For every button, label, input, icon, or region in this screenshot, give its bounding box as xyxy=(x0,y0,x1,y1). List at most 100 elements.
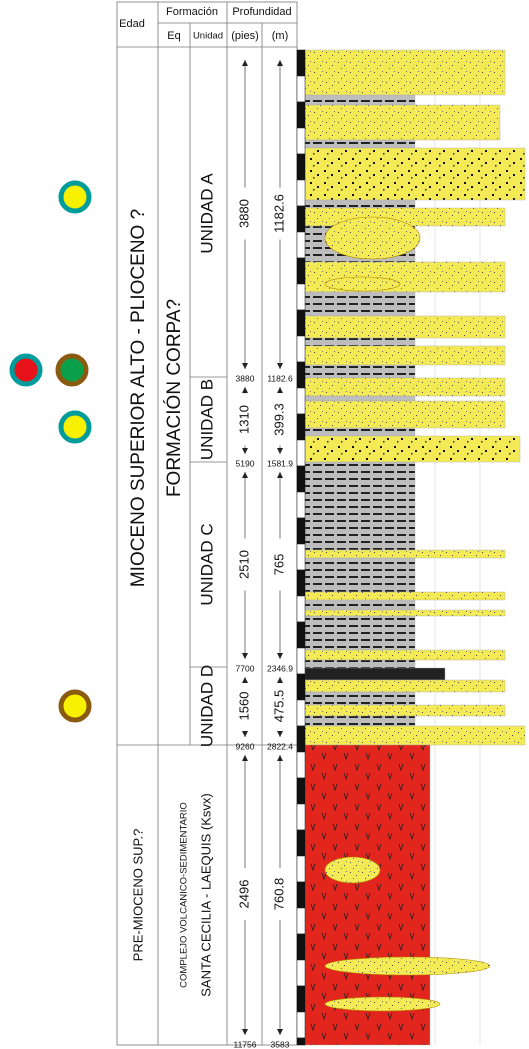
header-pies: (pies) xyxy=(231,30,259,42)
boundary-depth: 9260 xyxy=(236,741,255,751)
bed xyxy=(305,436,520,462)
scale-bar xyxy=(297,596,305,622)
boundary-depth: 2822.4 xyxy=(267,741,293,751)
formation-label: FORMACIÓN CORPA? xyxy=(163,299,185,497)
scale-bar xyxy=(297,440,305,466)
thickness-label: 475.5 xyxy=(271,690,286,723)
boundary-depth: 3880 xyxy=(236,373,255,383)
boundary-depth: 2346.9 xyxy=(267,663,293,673)
bed xyxy=(305,396,415,401)
sand-lens xyxy=(325,217,420,259)
scale-bar xyxy=(297,102,305,128)
scale-bar xyxy=(297,960,305,986)
formation-label: SANTA CECILIA - LAEQUIS (Ksvx) xyxy=(198,793,213,996)
bed xyxy=(305,346,505,365)
unit-label: UNIDAD D xyxy=(197,665,216,747)
scale-bar xyxy=(297,388,305,414)
bed xyxy=(305,95,415,105)
scale-bar xyxy=(297,700,305,726)
bed xyxy=(305,668,445,680)
thickness-label: 2510 xyxy=(236,550,251,579)
scale-bar xyxy=(297,622,305,648)
bed xyxy=(305,610,505,616)
bed xyxy=(305,558,415,592)
bed xyxy=(305,292,415,316)
thickness-label: 1560 xyxy=(236,692,251,721)
boundary-depth: 11756 xyxy=(233,1039,256,1049)
thickness-label: 2496 xyxy=(236,880,251,909)
bed xyxy=(305,105,500,140)
scale-bar xyxy=(297,518,305,544)
scale-bar xyxy=(297,778,305,804)
bed xyxy=(305,716,415,726)
thickness-label: 3880 xyxy=(236,199,251,228)
scale-bar xyxy=(297,492,305,518)
bed xyxy=(305,616,415,650)
thickness-label: 760.8 xyxy=(271,878,286,911)
scale-bar xyxy=(297,544,305,570)
scale-bar xyxy=(297,908,305,934)
bed xyxy=(305,148,525,200)
bed xyxy=(305,680,505,692)
thickness-label: 765 xyxy=(271,554,286,576)
bed xyxy=(305,550,505,558)
unit-label: UNIDAD C xyxy=(197,523,216,605)
boundary-depth: 7700 xyxy=(236,663,255,673)
scale-bar xyxy=(297,1038,305,1045)
bed xyxy=(305,401,505,428)
thickness-label: 1310 xyxy=(236,405,251,434)
scale-bar xyxy=(297,128,305,154)
sand-lens xyxy=(325,997,440,1011)
header-unidad: Unidad xyxy=(193,31,223,42)
scale-bar xyxy=(297,310,305,336)
scale-bar xyxy=(297,726,305,752)
bed xyxy=(305,726,525,745)
bed xyxy=(305,378,505,396)
stratigraphic-column: Edad Formación Profundidad Eq Unidad (pi… xyxy=(0,0,529,1049)
thickness-label: 399.3 xyxy=(271,403,286,436)
bed xyxy=(305,428,415,436)
thickness-label: 1182.6 xyxy=(271,194,286,233)
scale-bar xyxy=(297,206,305,232)
scale-bar xyxy=(297,674,305,700)
bed xyxy=(305,462,415,550)
scale-bar xyxy=(297,154,305,180)
scale-bar xyxy=(297,180,305,206)
scale-bar xyxy=(297,76,305,102)
bed xyxy=(305,600,415,610)
scale-bar xyxy=(297,362,305,388)
age-label: PRE-MIOCENO SUP.? xyxy=(130,829,145,962)
unit-label: UNIDAD B xyxy=(197,379,216,460)
bed xyxy=(305,660,415,668)
scale-bar xyxy=(297,830,305,856)
scale-bar xyxy=(297,752,305,778)
sand-lens xyxy=(325,277,400,291)
bed xyxy=(305,316,505,338)
scale-bar xyxy=(297,50,305,76)
scale-bar xyxy=(297,258,305,284)
scale-bar xyxy=(297,986,305,1012)
bed xyxy=(305,50,505,95)
boundary-depth: 5190 xyxy=(236,458,255,468)
sand-lens xyxy=(325,857,380,883)
scale-bar xyxy=(297,648,305,674)
sand-lens xyxy=(325,957,490,975)
formation-label: COMPLEJO VOLCANICO-SEDIMENTARIO xyxy=(179,802,190,988)
boundary-depth: 1581.9 xyxy=(267,458,293,468)
bed xyxy=(305,692,415,705)
unit-label: UNIDAD A xyxy=(197,173,216,254)
bed xyxy=(305,200,415,208)
scale-bar xyxy=(297,466,305,492)
header-m: (m) xyxy=(272,30,289,42)
header-formacion: Formación xyxy=(166,6,218,18)
bed xyxy=(305,338,415,346)
header-edad: Edad xyxy=(119,18,145,30)
bed xyxy=(305,705,505,716)
bed xyxy=(305,592,505,600)
bed xyxy=(305,365,415,378)
scale-bar xyxy=(297,570,305,596)
scale-bar xyxy=(297,934,305,960)
bed xyxy=(305,650,505,660)
header-eq: Eq xyxy=(167,30,180,42)
scale-bar xyxy=(297,882,305,908)
